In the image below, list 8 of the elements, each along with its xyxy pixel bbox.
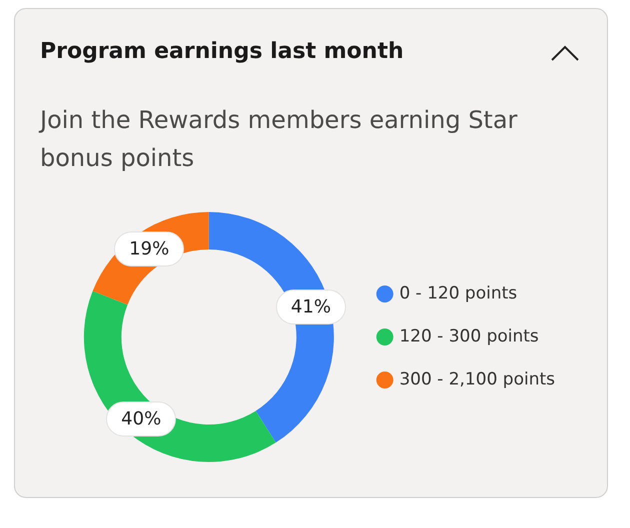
data-label: 40% bbox=[106, 401, 176, 436]
legend-label: 120 - 300 points bbox=[399, 326, 539, 346]
chart-subtitle: Join the Rewards members earning Star bonus points bbox=[40, 105, 518, 174]
data-label: 41% bbox=[276, 290, 346, 325]
chart-title: Program earnings last month bbox=[40, 39, 404, 64]
data-label: 19% bbox=[114, 232, 184, 267]
legend-label: 0 - 120 points bbox=[399, 283, 518, 304]
legend-label: 300 - 2,100 points bbox=[399, 369, 556, 390]
